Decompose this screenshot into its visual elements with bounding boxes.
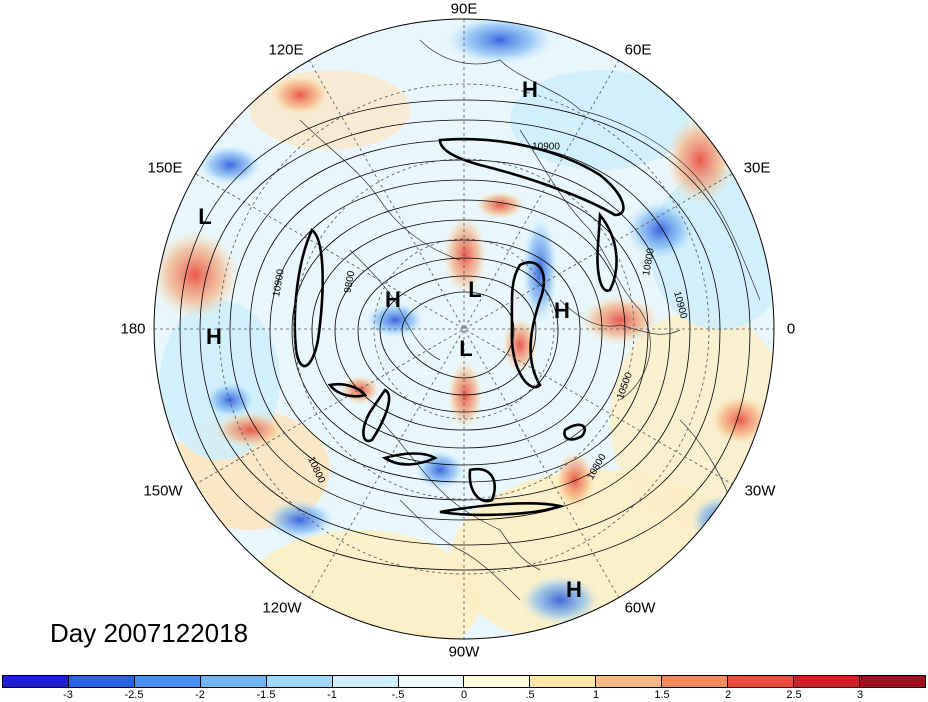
- pressure-center-l: L: [198, 204, 212, 229]
- map-border: [153, 18, 775, 640]
- colorbar-swatch: [68, 676, 135, 687]
- colorbar-tick-label: .5: [525, 689, 535, 701]
- colorbar-tick-label: -1: [327, 689, 337, 701]
- colorbar-tick-label: 1: [592, 689, 600, 701]
- lon-label-0: 0: [786, 320, 796, 338]
- colorbar-tick-label: 2: [724, 689, 732, 701]
- colorbar-tick-label: 1.5: [654, 689, 670, 701]
- contour-label: 10900: [532, 141, 560, 153]
- plot-title: Day 2007122018: [50, 618, 249, 648]
- colorbar-swatch: [530, 676, 597, 687]
- colorbar-tick-label: -1.5: [256, 689, 276, 701]
- lon-label-90e: 90E: [450, 0, 478, 18]
- colorbar-swatch: [3, 676, 69, 687]
- colorbar-swatch: [464, 676, 531, 687]
- pressure-center-h: H: [554, 298, 570, 323]
- pressure-center-l: L: [468, 277, 482, 302]
- lon-label-90w: 90W: [448, 643, 480, 661]
- lon-label-60w: 60W: [624, 599, 656, 617]
- colorbar-swatch: [266, 676, 333, 687]
- colorbar: [2, 675, 926, 688]
- pressure-center-h: H: [566, 577, 582, 602]
- pressure-center-h: H: [522, 77, 538, 102]
- graticule: [154, 19, 774, 639]
- colorbar-tick-label: 3: [856, 689, 864, 701]
- lon-label-30e: 30E: [743, 159, 771, 177]
- colorbar-tick-label: 2.5: [786, 689, 802, 701]
- colorbar-tick-label: 0: [460, 689, 468, 701]
- colorbar-tick-label: -2: [195, 689, 205, 701]
- colorbar-swatch: [398, 676, 465, 687]
- colorbar-swatch: [662, 676, 729, 687]
- lon-label-30w: 30W: [744, 482, 776, 500]
- lon-label-180: 180: [120, 320, 146, 338]
- colorbar-swatch: [794, 676, 860, 687]
- lon-label-150e: 150E: [147, 159, 183, 177]
- jet-contours: [293, 137, 625, 517]
- colorbar-swatch: [596, 676, 663, 687]
- colorbar-tick-label: -.5: [391, 689, 405, 701]
- colorbar-tick-label: -3: [63, 689, 73, 701]
- lon-label-150w: 150W: [143, 482, 183, 500]
- colorbar-swatch: [859, 676, 925, 687]
- colorbar-swatch: [728, 676, 795, 687]
- lon-label-120w: 120W: [262, 599, 302, 617]
- colorbar-swatch: [332, 676, 399, 687]
- pressure-center-l: L: [459, 336, 473, 361]
- pressure-center-h: H: [385, 287, 401, 312]
- pressure-center-h: H: [206, 324, 222, 349]
- colorbar-swatch: [200, 676, 267, 687]
- lon-label-120e: 120E: [268, 41, 304, 59]
- colorbar-swatch: [134, 676, 201, 687]
- colorbar-tick-label: -2.5: [124, 689, 144, 701]
- lon-label-60e: 60E: [624, 41, 652, 59]
